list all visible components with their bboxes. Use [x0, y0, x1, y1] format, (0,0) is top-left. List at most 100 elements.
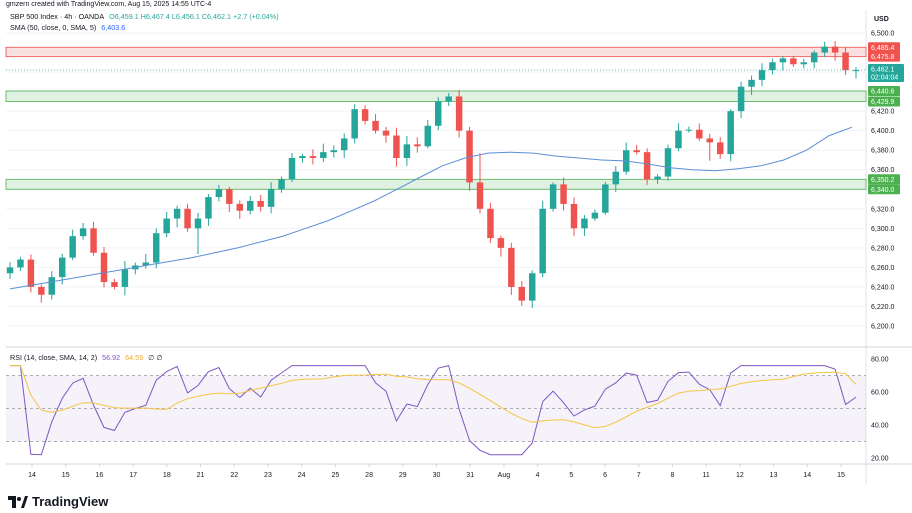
support-zone: [5, 178, 867, 190]
time-tick-label: 11: [703, 472, 710, 479]
zone-price-tag: [868, 96, 900, 107]
rsi-ma-value: 64.59: [125, 353, 144, 362]
candle-body: [664, 148, 672, 177]
candle-body: [633, 150, 640, 153]
candle-body: [340, 138, 348, 151]
rsi-legend[interactable]: RSI (14, close, SMA, 14, 2) 56.92 64.59 …: [10, 353, 166, 362]
candle-body: [487, 208, 494, 239]
zone-price-tag: [868, 184, 900, 195]
candle-body: [758, 70, 766, 80]
candle-body: [372, 120, 379, 131]
rsi-value: 56.92: [102, 353, 121, 362]
price-tick-label: 6,280.0: [871, 245, 894, 252]
price-tick-label: 6,260.0: [871, 265, 894, 272]
candle-body: [309, 156, 317, 159]
time-tick-label: 14: [803, 472, 811, 479]
rsi-tick-label: 20.00: [871, 456, 889, 463]
time-tick-label: 14: [28, 472, 36, 479]
symbol-legend[interactable]: SBP 500 Index · 4h · OANDA O6,459.1 H6,4…: [10, 12, 282, 21]
tradingview-logo[interactable]: TradingView: [8, 494, 108, 509]
time-tick-label: 16: [96, 472, 104, 479]
candle-body: [612, 171, 620, 185]
time-tick-label: 28: [365, 472, 373, 479]
candle-body: [602, 184, 609, 213]
sma-legend[interactable]: SMA (50, close, 0, SMA, 5) 6,403.6: [10, 23, 128, 32]
time-tick-label: 25: [331, 472, 339, 479]
candle-body: [184, 208, 191, 229]
candle-body: [539, 208, 546, 274]
chart-credit: gmzern created with TradingView.com, Aug…: [6, 1, 212, 8]
candle-body: [810, 52, 818, 63]
rsi-tick-label: 40.00: [871, 423, 889, 430]
zone-price-label: 6,440.6: [871, 89, 894, 96]
time-tick-label: 30: [433, 472, 441, 479]
zone-price-tag: [868, 86, 900, 97]
time-tick-label: 15: [62, 472, 70, 479]
price-tick-label: 6,240.0: [871, 284, 894, 291]
last-price-tag: [868, 64, 904, 83]
candle-body: [528, 273, 536, 301]
candle-body: [267, 189, 275, 207]
candle-body: [852, 70, 860, 72]
candle-body: [403, 144, 411, 159]
candle-body: [100, 252, 108, 283]
time-tick-label: 7: [637, 472, 641, 479]
candle-body: [6, 267, 14, 274]
price-tick-label: 6,200.0: [871, 324, 894, 331]
time-tick-label: 31: [466, 472, 474, 479]
brand-name: TradingView: [32, 494, 109, 509]
candle-body: [246, 200, 254, 211]
countdown-label: 02:04:04: [871, 75, 898, 82]
candle-body: [194, 218, 202, 229]
candle-body: [90, 228, 97, 253]
candle-body: [790, 58, 797, 65]
rsi-label: RSI (14, close, SMA, 14, 2): [10, 353, 98, 362]
candle-body: [706, 138, 714, 143]
candle-body: [831, 46, 839, 53]
candle-body: [549, 184, 557, 209]
candle-body: [821, 46, 828, 53]
candle-body: [560, 184, 567, 204]
candle-body: [424, 125, 432, 147]
zone-price-label: 6,475.8: [871, 54, 894, 61]
sma-line: [9, 126, 853, 290]
price-tick-label: 6,300.0: [871, 226, 894, 233]
candle-body: [737, 86, 745, 112]
candle-body: [570, 203, 578, 229]
time-tick-label: 24: [298, 472, 306, 479]
currency-label[interactable]: USD: [874, 16, 889, 23]
price-tick-label: 6,380.0: [871, 148, 894, 155]
candle-body: [445, 96, 452, 102]
candle-body: [215, 189, 223, 198]
candle-body: [727, 111, 734, 155]
candle-body: [142, 262, 150, 266]
price-tick-label: 6,400.0: [871, 128, 894, 135]
candle-body: [38, 286, 45, 295]
rsi-tick-label: 60.00: [871, 390, 889, 397]
zone-price-tag: [868, 51, 900, 62]
time-tick-label: 23: [264, 472, 272, 479]
time-tick-label: 21: [197, 472, 205, 479]
rsi-ma-line: [10, 365, 857, 429]
candle-body: [320, 152, 327, 159]
candle-body: [581, 218, 588, 229]
candle-body: [414, 144, 421, 147]
candle-body: [455, 96, 463, 131]
price-tick-label: 6,220.0: [871, 304, 894, 311]
support-zone: [5, 90, 867, 102]
zone-price-label: 6,429.9: [871, 99, 894, 106]
zone-price-tag: [868, 174, 900, 185]
time-tick-label: 17: [129, 472, 137, 479]
price-tick-label: 6,500.0: [871, 31, 894, 38]
candle-body: [769, 62, 776, 71]
last-price-label: 6,462.1: [871, 67, 894, 74]
candle-body: [434, 101, 442, 126]
candle-body: [518, 286, 526, 301]
candle-body: [121, 269, 129, 287]
candle-body: [205, 197, 212, 219]
candle-body: [716, 142, 724, 155]
rsi-line: [10, 364, 857, 456]
zone-price-label: 6,340.0: [871, 187, 894, 194]
candle-body: [476, 182, 484, 209]
